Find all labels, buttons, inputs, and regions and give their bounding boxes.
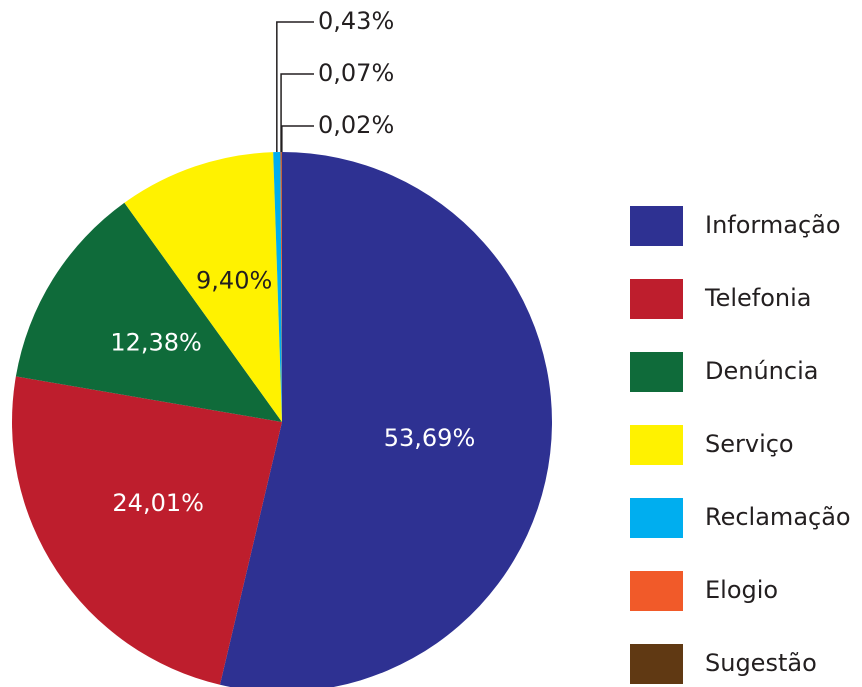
slice-label: 0,43% [318,7,394,35]
legend-swatch [630,644,683,684]
pie-slice [280,152,282,422]
pie-slice [12,376,283,685]
legend-label: Telefonia [704,284,812,312]
pie-slice [273,152,282,422]
legend-swatch [630,352,683,392]
legend-swatch [630,425,683,465]
slice-label: 0,07% [318,59,394,87]
pie-slice [219,152,552,687]
legend-label: Reclamação [705,503,851,531]
legend-label: Serviço [705,430,794,458]
legend-swatch [630,279,683,319]
pie-slice [124,152,283,422]
leader-line [281,125,314,153]
legend-label: Denúncia [705,357,818,385]
legend-swatch [630,498,683,538]
slice-label: 53,69% [384,424,476,452]
leader-line [280,73,314,153]
pie-slice [15,202,283,422]
legend-label: Informação [705,211,841,239]
slice-label: 9,40% [196,266,272,294]
slice-label: 12,38% [110,328,202,356]
legend-swatch [630,206,683,246]
slice-label: 24,01% [112,489,204,517]
legend-swatch [630,571,683,611]
leader-line [276,21,314,153]
legend-label: Sugestão [705,649,817,677]
slice-label: 0,02% [318,111,394,139]
legend-label: Elogio [705,576,778,604]
